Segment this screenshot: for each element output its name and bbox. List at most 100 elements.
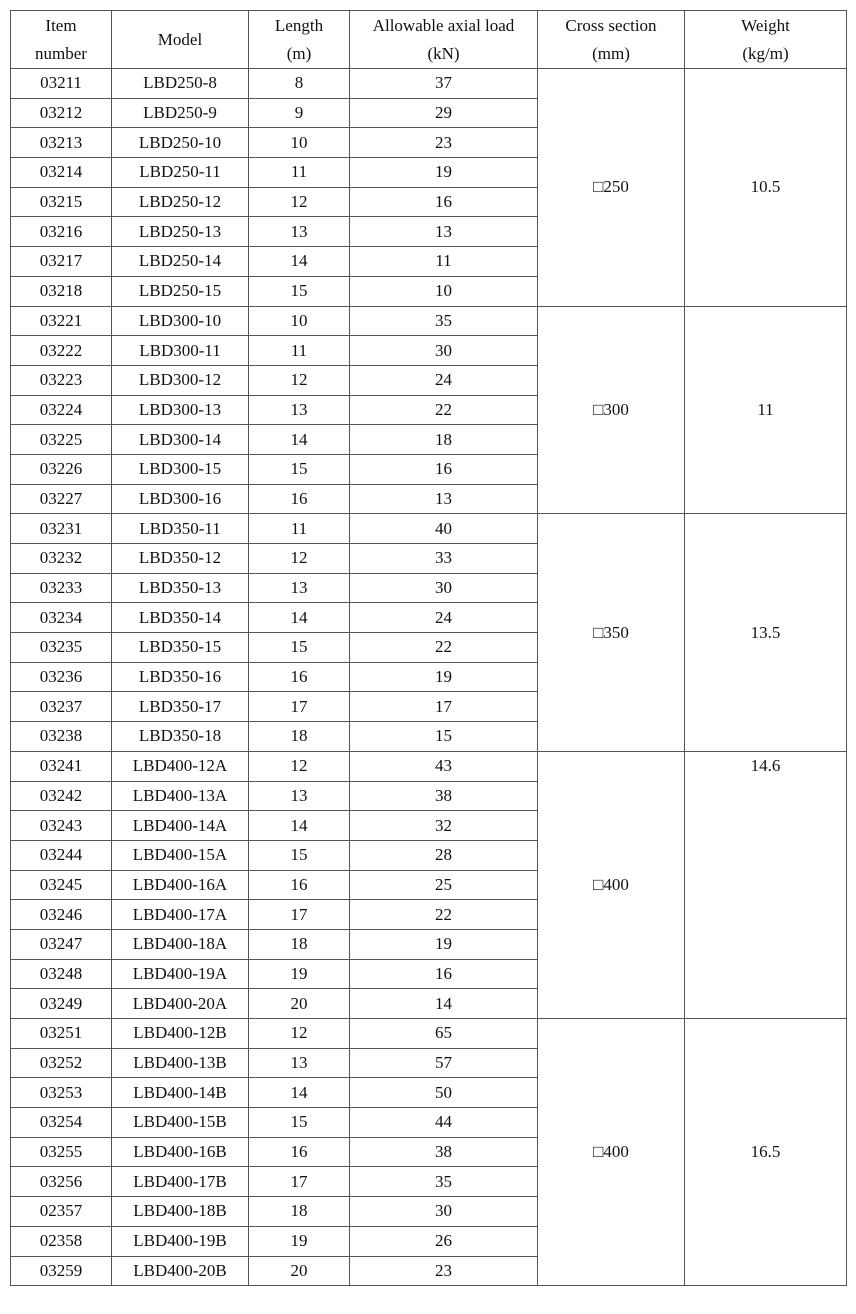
load-cell: 65 [349,1018,538,1049]
load-cell: 19 [349,661,538,693]
table-row: 03256 LBD400-17B 17 35 [10,1166,847,1198]
load-cell: 29 [349,97,538,129]
length-cell: 15 [248,275,350,307]
header-line: Allowable axial load [372,15,515,35]
length-cell: 14 [248,1077,350,1109]
load-cell: 57 [349,1047,538,1079]
model-cell: LBD400-20A [111,988,249,1019]
length-cell: 16 [248,1136,350,1168]
item-number-cell: 03212 [10,97,112,129]
model-cell: LBD300-14 [111,424,249,455]
length-cell: 13 [248,572,350,604]
model-cell: LBD400-13A [111,780,249,812]
table-row: 03243 LBD400-14A 14 32 [10,810,847,841]
header-load: Allowable axial load (kN) [349,10,538,69]
model-cell: LBD400-14B [111,1077,249,1109]
header-line: (kN) [427,43,460,63]
table-row: 03232 LBD350-12 12 33 [10,543,847,574]
length-cell: 14 [248,602,350,634]
table-row: 03227 LBD300-16 16 13 [10,483,847,515]
load-cell: 33 [349,543,538,574]
item-number-cell: 02358 [10,1225,112,1257]
item-number-cell: 03246 [10,899,112,930]
item-number-cell: 03243 [10,810,112,841]
load-cell: 22 [349,632,538,663]
header-line: (m) [286,43,312,63]
item-number-cell: 03237 [10,691,112,723]
length-cell: 13 [248,1047,350,1079]
model-cell: LBD250-11 [111,157,249,188]
table-row: 03253 LBD400-14B 14 50 [10,1077,847,1109]
load-cell: 26 [349,1225,538,1257]
load-cell: 14 [349,988,538,1019]
model-cell: LBD300-13 [111,394,249,426]
length-cell: 18 [248,928,350,960]
model-cell: LBD400-20B [111,1255,249,1287]
load-cell: 25 [349,869,538,901]
item-number-cell: 03241 [10,750,112,782]
item-number-cell: 02357 [10,1196,112,1227]
table-row: 03246 LBD400-17A 17 22 [10,899,847,930]
load-cell: 37 [349,68,538,99]
length-cell: 13 [248,216,350,248]
item-number-cell: 03238 [10,721,112,752]
header-item-number: Item number [10,10,112,69]
load-cell: 22 [349,394,538,426]
item-number-cell: 03235 [10,632,112,663]
length-cell: 17 [248,691,350,723]
cross-section-cell: □350 [537,513,685,752]
model-cell: LBD400-12A [111,750,249,782]
model-cell: LBD250-12 [111,186,249,218]
load-cell: 13 [349,216,538,248]
load-cell: 17 [349,691,538,723]
load-cell: 50 [349,1077,538,1109]
table-row: 03249 LBD400-20A 20 14 [10,988,847,1019]
model-cell: LBD350-12 [111,543,249,574]
item-number-cell: 03251 [10,1018,112,1049]
table-row: 03225 LBD300-14 14 18 [10,424,847,455]
table-row: 03242 LBD400-13A 13 38 [10,780,847,812]
model-cell: LBD300-12 [111,364,249,396]
model-cell: LBD400-14A [111,810,249,841]
item-number-cell: 03256 [10,1166,112,1198]
table-row: 03222 LBD300-11 11 30 [10,335,847,366]
weight-cell: 11 [684,305,847,515]
length-cell: 15 [248,839,350,871]
header-line: Length [274,15,324,35]
header-cross-section: Cross section (mm) [537,10,685,69]
load-cell: 15 [349,721,538,752]
load-cell: 19 [349,157,538,188]
model-cell: LBD400-12B [111,1018,249,1049]
weight-cell: 13.5 [684,513,847,752]
model-cell: LBD300-10 [111,305,249,337]
length-cell: 10 [248,127,350,159]
load-cell: 16 [349,958,538,990]
model-cell: LBD250-8 [111,68,249,99]
weight-cell: 16.5 [684,1017,847,1287]
model-cell: LBD350-13 [111,572,249,604]
length-cell: 13 [248,394,350,426]
header-line: Cross section [565,15,657,35]
item-number-cell: 03253 [10,1077,112,1109]
load-cell: 24 [349,364,538,396]
length-cell: 18 [248,1196,350,1227]
table-row: 03235 LBD350-15 15 22 [10,632,847,663]
load-cell: 30 [349,1196,538,1227]
table-row: 02357 LBD400-18B 18 30 [10,1196,847,1227]
item-number-cell: 03234 [10,602,112,634]
item-number-cell: 03247 [10,928,112,960]
length-cell: 19 [248,1225,350,1257]
model-cell: LBD400-15A [111,839,249,871]
item-number-cell: 03244 [10,839,112,871]
load-cell: 23 [349,1255,538,1287]
length-cell: 15 [248,632,350,663]
length-cell: 16 [248,483,350,515]
table-row: 03237 LBD350-17 17 17 [10,691,847,723]
length-cell: 12 [248,750,350,782]
table-row: 03226 LBD300-15 15 16 [10,453,847,485]
model-cell: LBD350-15 [111,632,249,663]
table-row: 03248 LBD400-19A 19 16 [10,958,847,990]
load-cell: 38 [349,780,538,812]
table-row: 03234 LBD350-14 14 24 [10,602,847,634]
table-row: 02358 LBD400-19B 19 26 [10,1225,847,1257]
